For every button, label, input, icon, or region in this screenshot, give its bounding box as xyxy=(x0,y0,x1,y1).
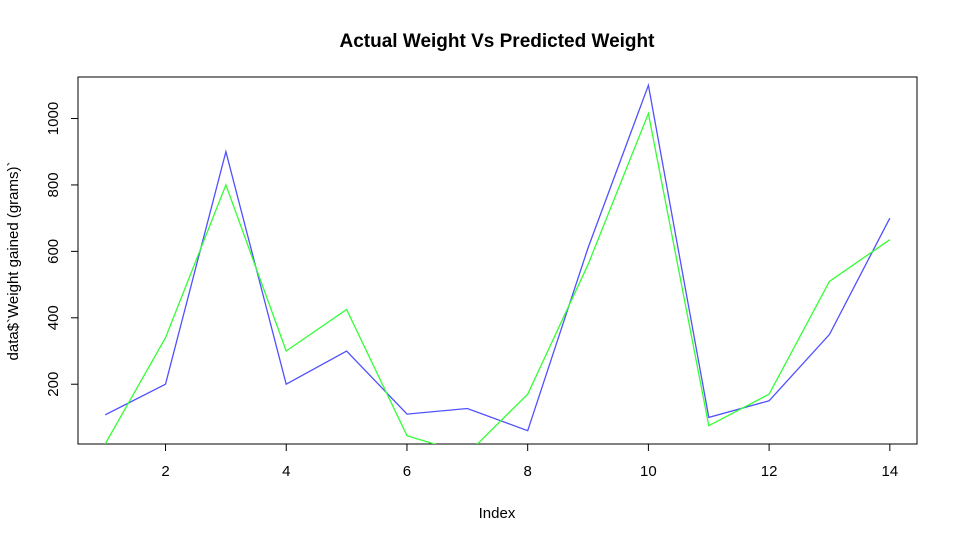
y-axis-ticks: 200 400 600 800 1000 xyxy=(45,102,78,397)
y-tick-label: 200 xyxy=(45,372,62,397)
x-tick-label: 10 xyxy=(640,463,657,480)
x-tick-label: 4 xyxy=(282,463,290,480)
x-axis-label: Index xyxy=(479,505,516,522)
x-axis-ticks: 2 4 6 8 10 12 14 xyxy=(161,444,898,480)
x-tick-label: 6 xyxy=(403,463,411,480)
x-tick-label: 14 xyxy=(881,463,898,480)
x-tick-label: 8 xyxy=(524,463,532,480)
chart-title: Actual Weight Vs Predicted Weight xyxy=(340,31,656,52)
y-axis-label: data$`Weight gained (grams)` xyxy=(5,162,22,361)
plot-frame xyxy=(77,76,918,445)
y-tick-label: 800 xyxy=(45,172,62,197)
x-tick-label: 2 xyxy=(161,463,169,480)
x-tick-label: 12 xyxy=(761,463,778,480)
predicted-weight-line xyxy=(104,111,891,444)
y-tick-label: 600 xyxy=(45,239,62,264)
actual-weight-line xyxy=(104,82,891,432)
y-tick-label: 1000 xyxy=(45,102,62,135)
y-tick-label: 400 xyxy=(45,305,62,330)
series-layer xyxy=(104,82,891,444)
